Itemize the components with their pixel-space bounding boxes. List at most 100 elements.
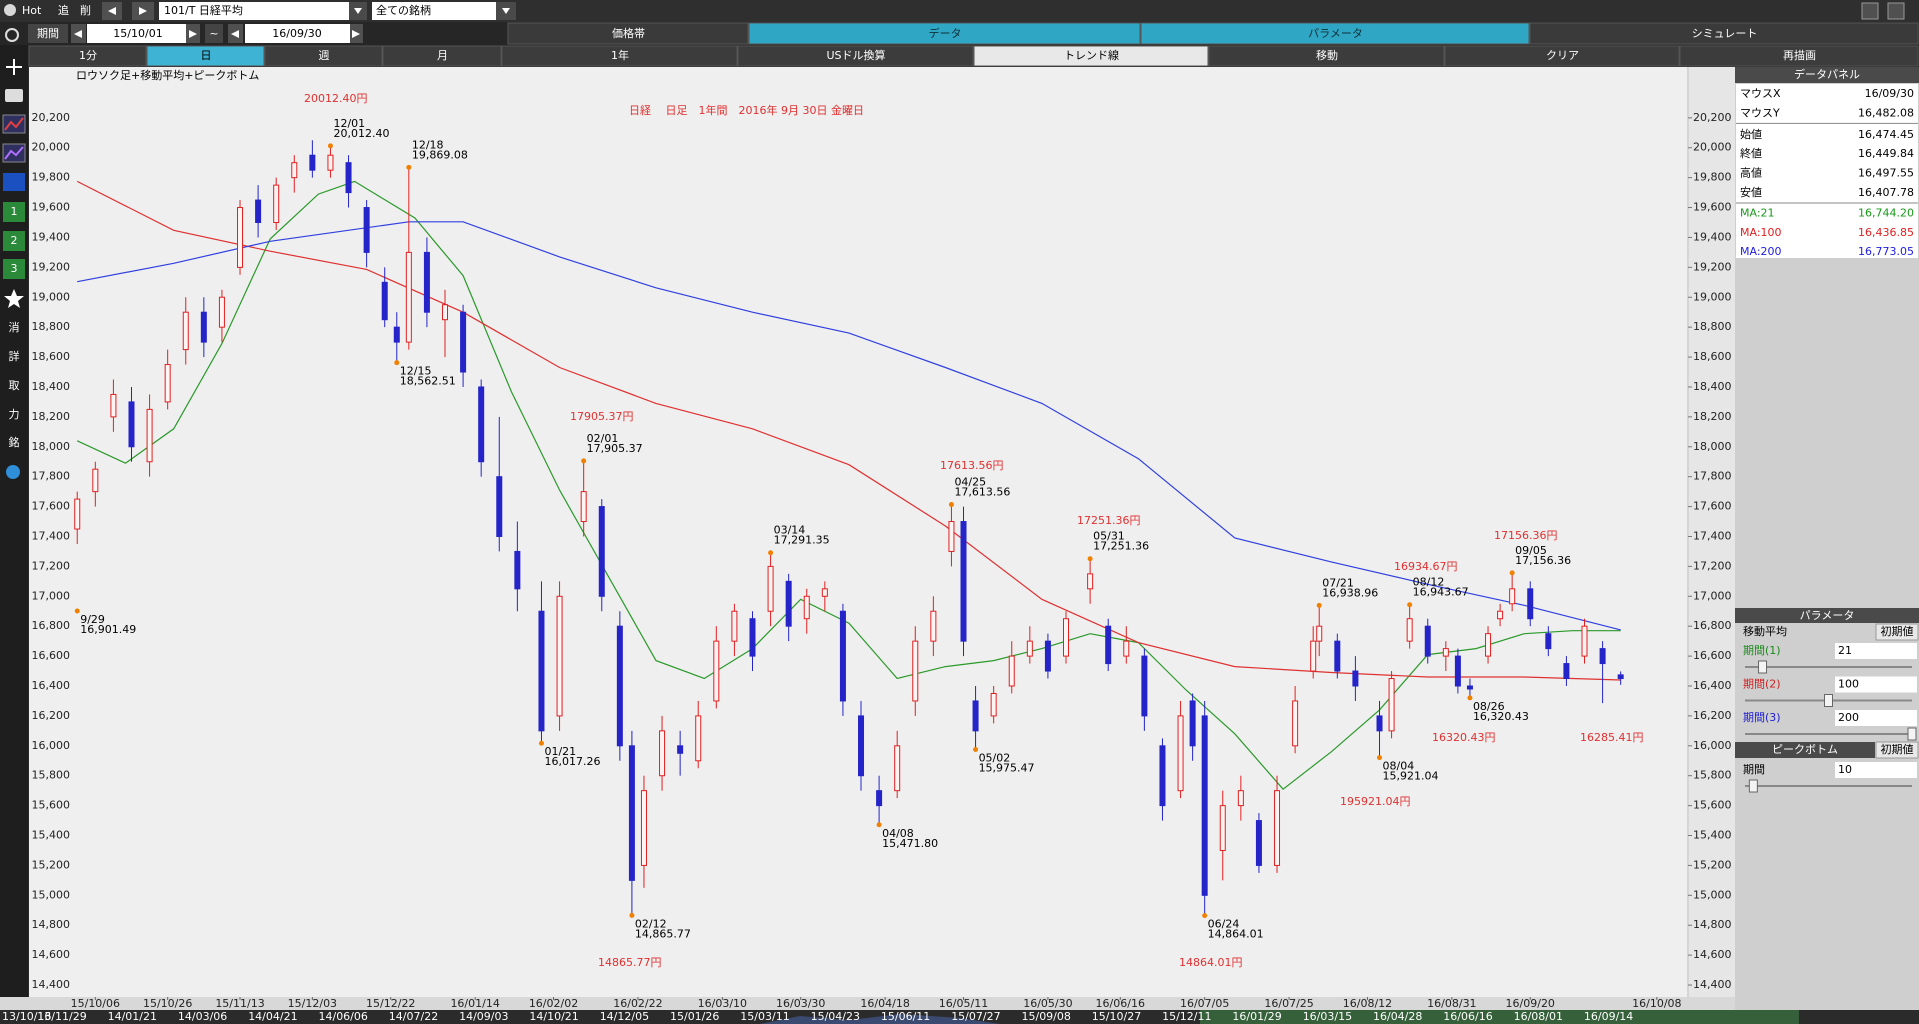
- peak-slider-thumb[interactable]: [1748, 779, 1758, 793]
- data-value: 16,449.84: [1858, 147, 1914, 160]
- toolbar-button[interactable]: [737, 45, 974, 67]
- candle-body: [182, 311, 189, 351]
- sidebar-item: 消: [9, 320, 20, 334]
- camera-icon[interactable]: [5, 89, 23, 102]
- tab[interactable]: [507, 22, 749, 45]
- reset-button[interactable]: [1875, 623, 1919, 641]
- overview-window[interactable]: [1200, 1010, 1799, 1024]
- y-tick-label: 18,200: [32, 410, 71, 423]
- x-tick-label: 15/10/06: [71, 997, 120, 1010]
- search-icon[interactable]: [5, 28, 19, 42]
- sidebar-item: 1: [11, 205, 18, 218]
- candle-body: [948, 521, 955, 552]
- y-tick-label-right: 18,400: [1693, 380, 1732, 393]
- toolbar-button[interactable]: [28, 45, 147, 67]
- peak-value: 14,864.01: [1208, 928, 1264, 941]
- toolbar-button[interactable]: [264, 45, 383, 67]
- x-tick-label: 16/07/25: [1264, 997, 1313, 1010]
- overview-preview: [760, 1014, 1000, 1024]
- peak-date: 03/14: [774, 524, 806, 537]
- data-label: マウスX: [1740, 87, 1781, 100]
- data-panel-title: データパネル: [1794, 67, 1860, 81]
- chart-icon-line: [4, 117, 24, 131]
- period-value: 100: [1838, 678, 1859, 691]
- bulb-icon[interactable]: [4, 4, 16, 16]
- callout: 14864.01円: [1179, 956, 1243, 969]
- flag-icon[interactable]: [3, 173, 25, 191]
- tab[interactable]: [748, 22, 1141, 45]
- window-close[interactable]: [1887, 2, 1905, 20]
- peak-date: 12/01: [333, 117, 365, 130]
- reset-label: 初期値: [1881, 743, 1914, 756]
- end-input[interactable]: [245, 24, 350, 43]
- y-tick-label: 17,800: [32, 470, 71, 483]
- y-tick-label-right: 16,200: [1693, 709, 1732, 722]
- x-tick-label: 16/01/14: [450, 997, 499, 1010]
- period-slider-thumb[interactable]: [1758, 660, 1768, 674]
- peak-date: 01/21: [544, 745, 576, 758]
- toolbar-button[interactable]: [1208, 45, 1445, 67]
- plus-icon[interactable]: [6, 59, 22, 75]
- candle-body: [1219, 805, 1226, 851]
- sidebar-box[interactable]: [3, 231, 25, 251]
- period-input[interactable]: [1835, 762, 1917, 778]
- candle-body: [1292, 700, 1299, 747]
- candle-body: [912, 640, 919, 702]
- tab[interactable]: [1529, 22, 1919, 45]
- candle-body: [1316, 625, 1323, 642]
- candle-body: [1008, 655, 1015, 687]
- y-tick-label-right: 18,600: [1693, 350, 1732, 363]
- tab-label: シミュレート: [1692, 27, 1758, 40]
- y-tick-label-right: 15,400: [1693, 829, 1732, 842]
- callout: 16934.67円: [1394, 560, 1458, 573]
- window-minimize[interactable]: [1861, 2, 1879, 20]
- candle-body: [327, 154, 334, 171]
- period-slider-thumb[interactable]: [1824, 694, 1833, 707]
- x-tick-label: 16/04/18: [860, 997, 909, 1010]
- toolbar-button[interactable]: [1444, 45, 1680, 67]
- period-slider-thumb[interactable]: [1907, 727, 1917, 741]
- peak-value: 19,869.08: [412, 148, 468, 161]
- reset-button[interactable]: [1875, 741, 1919, 759]
- sidebar-box[interactable]: [3, 202, 25, 222]
- peak-value: 16,017.26: [544, 755, 600, 768]
- x-tick-label: 16/10/08: [1632, 997, 1681, 1010]
- symbol-input[interactable]: [159, 2, 349, 20]
- peak-marker: [1377, 755, 1383, 761]
- overview-date: 14/03/06: [178, 1010, 227, 1023]
- peak-marker: [538, 740, 544, 746]
- moving-average-line: [76, 180, 1621, 681]
- sidebar-box[interactable]: [3, 259, 25, 279]
- overview-date: 16/01/29: [1232, 1010, 1281, 1023]
- candle-body: [1617, 674, 1624, 680]
- settings-icon[interactable]: [6, 465, 20, 479]
- toolbar-button-label: USドル換算: [826, 48, 885, 62]
- data-label: MA:21: [1740, 206, 1775, 219]
- star-icon[interactable]: [4, 289, 24, 308]
- x-tick-label: 16/07/05: [1180, 997, 1229, 1010]
- data-label: MA:100: [1740, 226, 1782, 239]
- toolbar-button[interactable]: [146, 45, 265, 67]
- toolbar-button[interactable]: [382, 45, 502, 67]
- tab[interactable]: [1140, 22, 1530, 45]
- toolbar-button[interactable]: [1679, 45, 1919, 67]
- period-input[interactable]: [1835, 710, 1917, 726]
- start-input[interactable]: [87, 24, 186, 43]
- overview-date: 15/10/27: [1092, 1010, 1141, 1023]
- tab-label: 価格帯: [612, 26, 645, 40]
- period-input[interactable]: [1835, 643, 1917, 659]
- universe-input[interactable]: [372, 2, 496, 20]
- candle-body: [839, 610, 846, 702]
- candle-body: [821, 588, 828, 597]
- delete-button: 削: [80, 3, 91, 17]
- tab-label: パラメータ: [1308, 27, 1363, 40]
- candle-body: [580, 491, 587, 523]
- peak-date: 08/26: [1473, 700, 1505, 713]
- overview-date: 15/06/11: [881, 1010, 930, 1023]
- candle-body: [1044, 640, 1051, 672]
- toolbar-button[interactable]: [973, 45, 1209, 67]
- toolbar-button[interactable]: [501, 45, 738, 67]
- period-input[interactable]: [1835, 676, 1917, 693]
- peak-date: 02/12: [635, 917, 667, 930]
- candle-body: [1201, 715, 1208, 896]
